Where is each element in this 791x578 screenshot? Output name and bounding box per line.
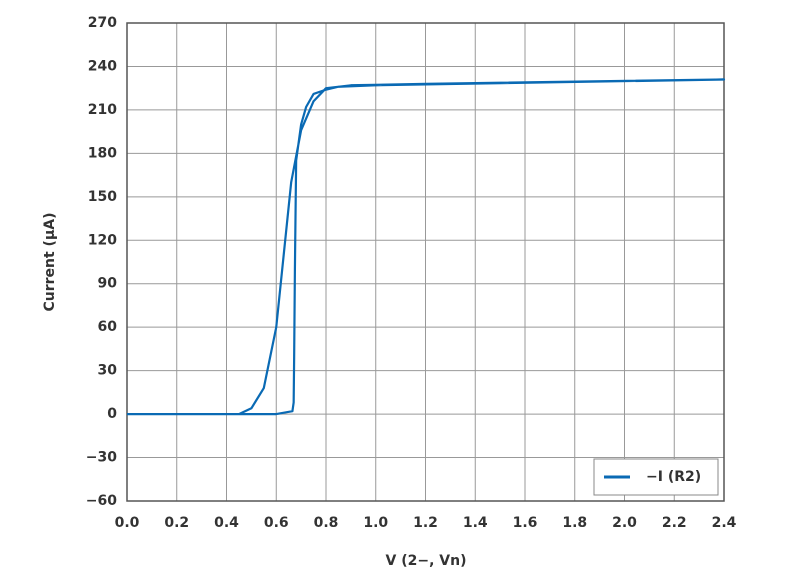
x-tick-label: 1.6: [513, 515, 538, 531]
x-tick-label: 1.0: [363, 515, 388, 531]
y-tick-label: 0: [107, 406, 117, 422]
y-tick-label: 30: [98, 363, 118, 379]
x-tick-label: 0.2: [164, 515, 189, 531]
y-tick-label: 270: [88, 15, 117, 31]
y-tick-label: 150: [88, 189, 117, 205]
plot-border: [126, 22, 725, 502]
y-tick-label: 60: [98, 319, 118, 335]
y-axis-label: Current (µA): [42, 212, 58, 311]
x-tick-label: 0.0: [115, 515, 140, 531]
y-tick-label: −60: [86, 493, 117, 509]
x-tick-label: 0.4: [214, 515, 239, 531]
x-tick-label: 1.8: [562, 515, 587, 531]
x-tick-label: 0.8: [314, 515, 339, 531]
y-tick-label: 180: [88, 145, 117, 161]
x-tick-label: 1.2: [413, 515, 438, 531]
x-axis-label: V (2−, Vn): [386, 553, 467, 569]
y-tick-label: 210: [88, 102, 117, 118]
x-tick-label: 2.4: [712, 515, 737, 531]
x-tick-label: 2.0: [612, 515, 637, 531]
y-tick-label: −30: [86, 450, 117, 466]
x-tick-label: 0.6: [264, 515, 289, 531]
y-tick-label: 120: [88, 232, 117, 248]
x-tick-label: 1.4: [463, 515, 488, 531]
y-tick-label: 240: [88, 58, 117, 74]
legend-label: −I (R2): [646, 469, 701, 485]
series-line: [127, 78, 726, 416]
x-tick-label: 2.2: [662, 515, 687, 531]
legend-box: [593, 458, 719, 496]
y-tick-label: 90: [98, 276, 118, 292]
